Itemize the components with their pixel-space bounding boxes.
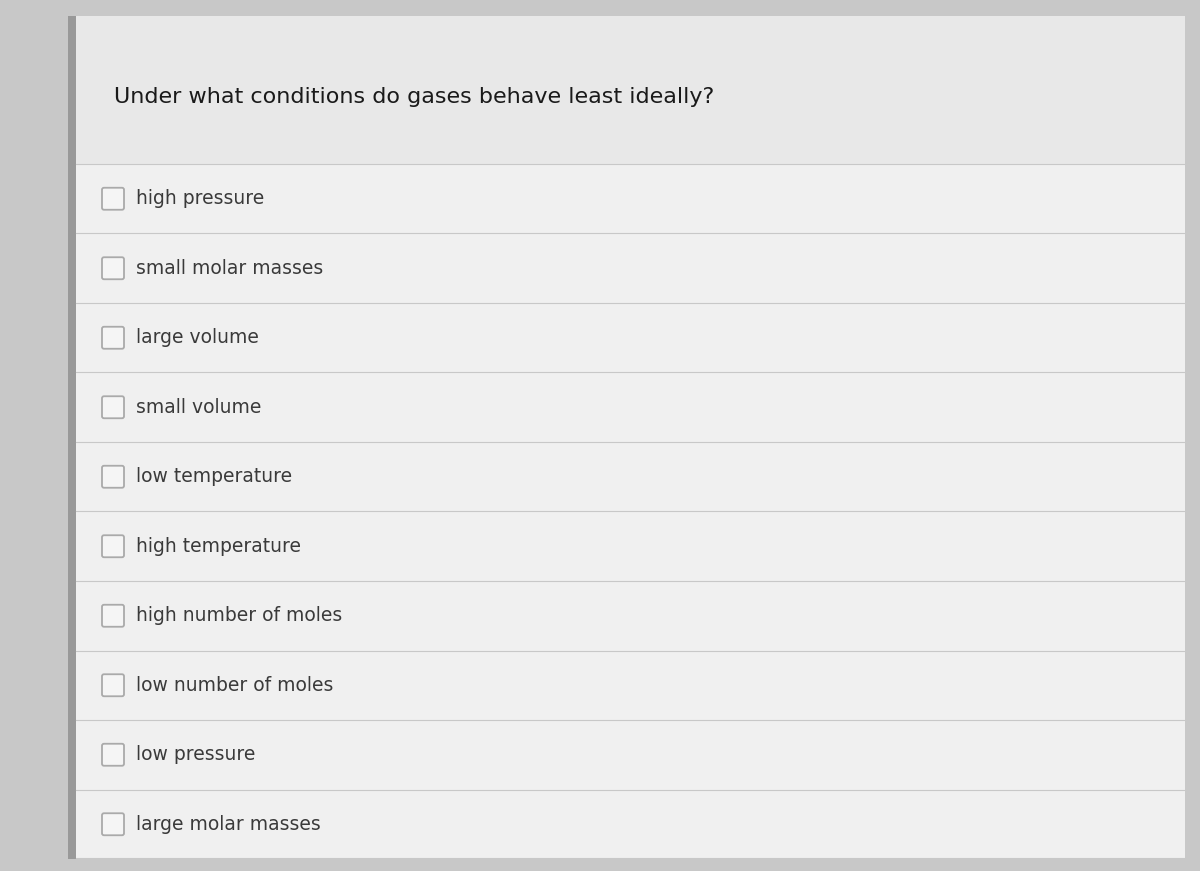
- FancyBboxPatch shape: [76, 442, 1186, 511]
- FancyBboxPatch shape: [102, 188, 124, 210]
- FancyBboxPatch shape: [76, 16, 1186, 164]
- FancyBboxPatch shape: [76, 720, 1186, 789]
- FancyBboxPatch shape: [102, 814, 124, 835]
- FancyBboxPatch shape: [102, 396, 124, 418]
- FancyBboxPatch shape: [76, 789, 1186, 859]
- FancyBboxPatch shape: [76, 164, 1186, 233]
- Text: large volume: large volume: [136, 328, 259, 348]
- FancyBboxPatch shape: [102, 327, 124, 348]
- FancyBboxPatch shape: [68, 16, 76, 859]
- FancyBboxPatch shape: [102, 604, 124, 627]
- Text: low pressure: low pressure: [136, 746, 256, 764]
- Text: high temperature: high temperature: [136, 537, 301, 556]
- Text: high pressure: high pressure: [136, 189, 264, 208]
- FancyBboxPatch shape: [76, 373, 1186, 442]
- FancyBboxPatch shape: [76, 511, 1186, 581]
- FancyBboxPatch shape: [68, 16, 1186, 859]
- FancyBboxPatch shape: [102, 744, 124, 766]
- FancyBboxPatch shape: [102, 257, 124, 280]
- FancyBboxPatch shape: [102, 536, 124, 557]
- FancyBboxPatch shape: [102, 674, 124, 696]
- Text: Under what conditions do gases behave least ideally?: Under what conditions do gases behave le…: [114, 87, 714, 107]
- Text: small volume: small volume: [136, 398, 262, 416]
- Text: low number of moles: low number of moles: [136, 676, 334, 695]
- Text: high number of moles: high number of moles: [136, 606, 342, 625]
- Text: large molar masses: large molar masses: [136, 814, 320, 834]
- Text: low temperature: low temperature: [136, 467, 292, 486]
- FancyBboxPatch shape: [76, 233, 1186, 303]
- FancyBboxPatch shape: [102, 466, 124, 488]
- FancyBboxPatch shape: [76, 651, 1186, 720]
- FancyBboxPatch shape: [76, 581, 1186, 651]
- FancyBboxPatch shape: [76, 303, 1186, 373]
- Text: small molar masses: small molar masses: [136, 259, 323, 278]
